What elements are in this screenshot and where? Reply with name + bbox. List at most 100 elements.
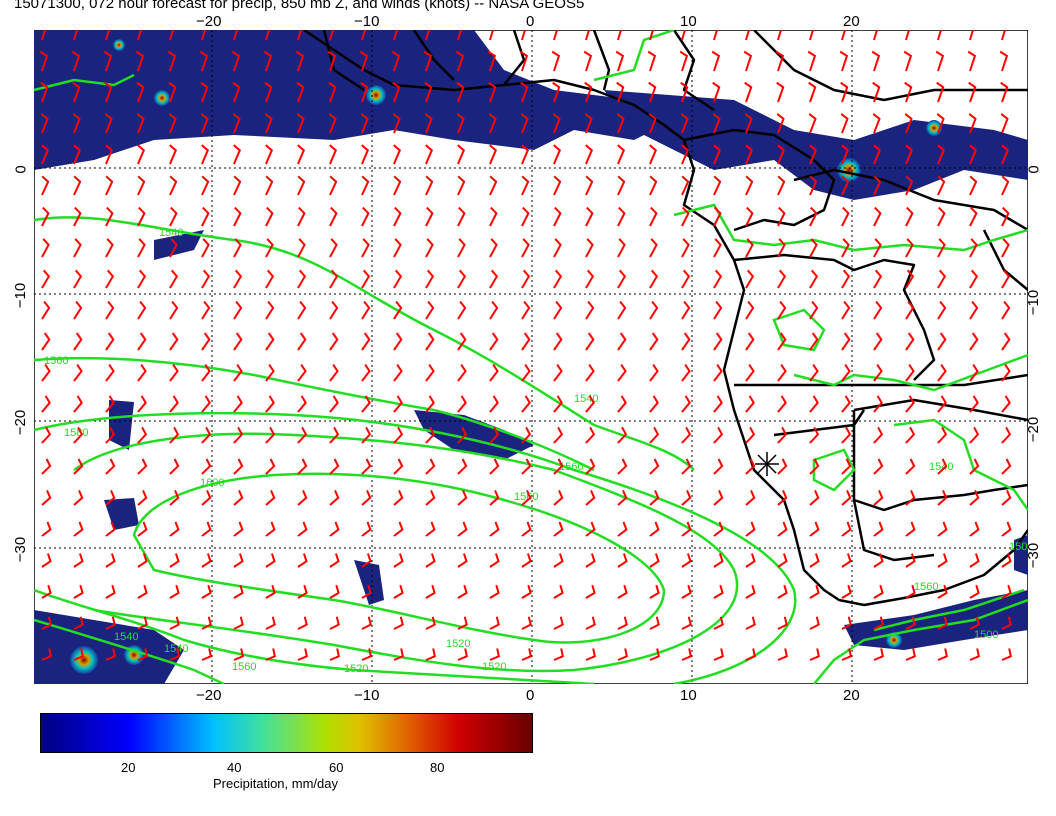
wind-barb — [361, 521, 372, 537]
wind-barb — [937, 238, 946, 258]
wind-barb — [360, 81, 369, 103]
wind-barb — [521, 584, 532, 599]
wind-barb — [553, 584, 564, 599]
wind-barb — [1001, 144, 1010, 165]
wind-barb — [489, 30, 495, 41]
wind-barb — [359, 50, 369, 72]
wind-barb — [1001, 584, 1012, 599]
wind-barb — [393, 175, 402, 196]
wind-barb — [105, 363, 115, 382]
border-2 — [734, 373, 1028, 387]
wind-barb — [745, 616, 756, 630]
wind-barb — [649, 490, 660, 506]
border-5 — [773, 409, 866, 437]
wind-barb — [329, 300, 339, 320]
wind-barb — [296, 113, 305, 134]
wind-barb — [937, 584, 948, 599]
wind-barb — [681, 144, 690, 165]
wind-barb — [137, 206, 146, 227]
wind-barb — [969, 144, 978, 165]
wind-barb — [297, 269, 307, 289]
wind-barb — [809, 332, 819, 351]
wind-barb — [393, 30, 399, 41]
wind-barb — [585, 269, 595, 289]
wind-barb — [681, 648, 692, 661]
wind-barb — [137, 490, 148, 506]
wind-barb — [488, 113, 497, 134]
wind-barb — [841, 395, 851, 413]
wind-barb — [713, 458, 724, 475]
wind-barb — [41, 521, 52, 537]
wind-barb — [425, 395, 435, 413]
wind-barb — [841, 332, 851, 351]
wind-barb — [583, 50, 593, 72]
wind-barb — [840, 81, 849, 103]
wind-barb — [745, 553, 756, 568]
wind-barb — [105, 458, 116, 475]
wind-barb — [41, 553, 52, 568]
contour-africa-interior — [812, 448, 856, 492]
wind-barb — [169, 30, 175, 41]
wind-barb — [137, 395, 147, 413]
wind-barb — [135, 50, 145, 72]
wind-barb — [361, 458, 372, 475]
border-14 — [982, 229, 1028, 291]
wind-barb — [73, 426, 84, 444]
wind-barb — [265, 269, 275, 289]
precip-hotspot-1 — [366, 85, 386, 105]
wind-barb — [905, 363, 915, 382]
wind-barb — [233, 584, 244, 599]
wind-barb — [329, 426, 340, 444]
wind-barb — [521, 616, 532, 630]
wind-barb — [329, 269, 339, 289]
wind-barb — [553, 648, 564, 661]
wind-barb — [745, 269, 755, 289]
wind-barb — [648, 81, 657, 103]
lon-tick-top-20: 20 — [843, 13, 860, 30]
wind-barb — [105, 584, 116, 599]
wind-barb — [329, 648, 340, 661]
wind-barb — [329, 553, 340, 568]
wind-barb — [361, 300, 371, 320]
wind-barb — [265, 426, 276, 444]
wind-barb — [809, 648, 820, 661]
wind-barb — [519, 50, 529, 72]
colorbar-tick-40: 40 — [227, 760, 242, 775]
wind-barb — [361, 175, 370, 196]
wind-barb — [199, 50, 209, 72]
wind-barb — [585, 238, 594, 258]
wind-barb — [777, 238, 786, 258]
geopotential-contours — [34, 30, 1028, 684]
wind-barb — [201, 490, 212, 506]
wind-barb — [841, 175, 850, 196]
wind-barb — [809, 238, 818, 258]
wind-barb — [873, 175, 882, 196]
wind-barb — [712, 113, 721, 134]
wind-barb — [232, 113, 241, 134]
wind-barb — [72, 113, 81, 134]
coastlines-borders — [303, 30, 1028, 607]
wind-barb — [873, 332, 883, 351]
wind-barb — [41, 300, 51, 320]
wind-barb — [585, 584, 596, 599]
wind-barb — [521, 395, 531, 413]
wind-barb — [553, 426, 564, 444]
wind-barb — [681, 458, 692, 475]
wind-barb — [809, 175, 818, 196]
wind-barb — [201, 363, 211, 382]
wind-barb — [457, 584, 468, 599]
wind-barb — [329, 144, 338, 165]
wind-barb — [680, 81, 689, 103]
wind-barb — [201, 30, 207, 41]
wind-barb — [456, 81, 465, 103]
wind-barb — [103, 50, 113, 72]
wind-barb — [265, 175, 274, 196]
wind-barb — [553, 395, 563, 413]
wind-barb — [745, 144, 754, 165]
wind-barb — [521, 175, 530, 196]
wind-barb — [41, 269, 51, 289]
contour-label: 1540 — [929, 461, 953, 473]
wind-barb — [969, 332, 979, 351]
wind-barb — [457, 300, 467, 320]
wind-barb — [937, 332, 947, 351]
